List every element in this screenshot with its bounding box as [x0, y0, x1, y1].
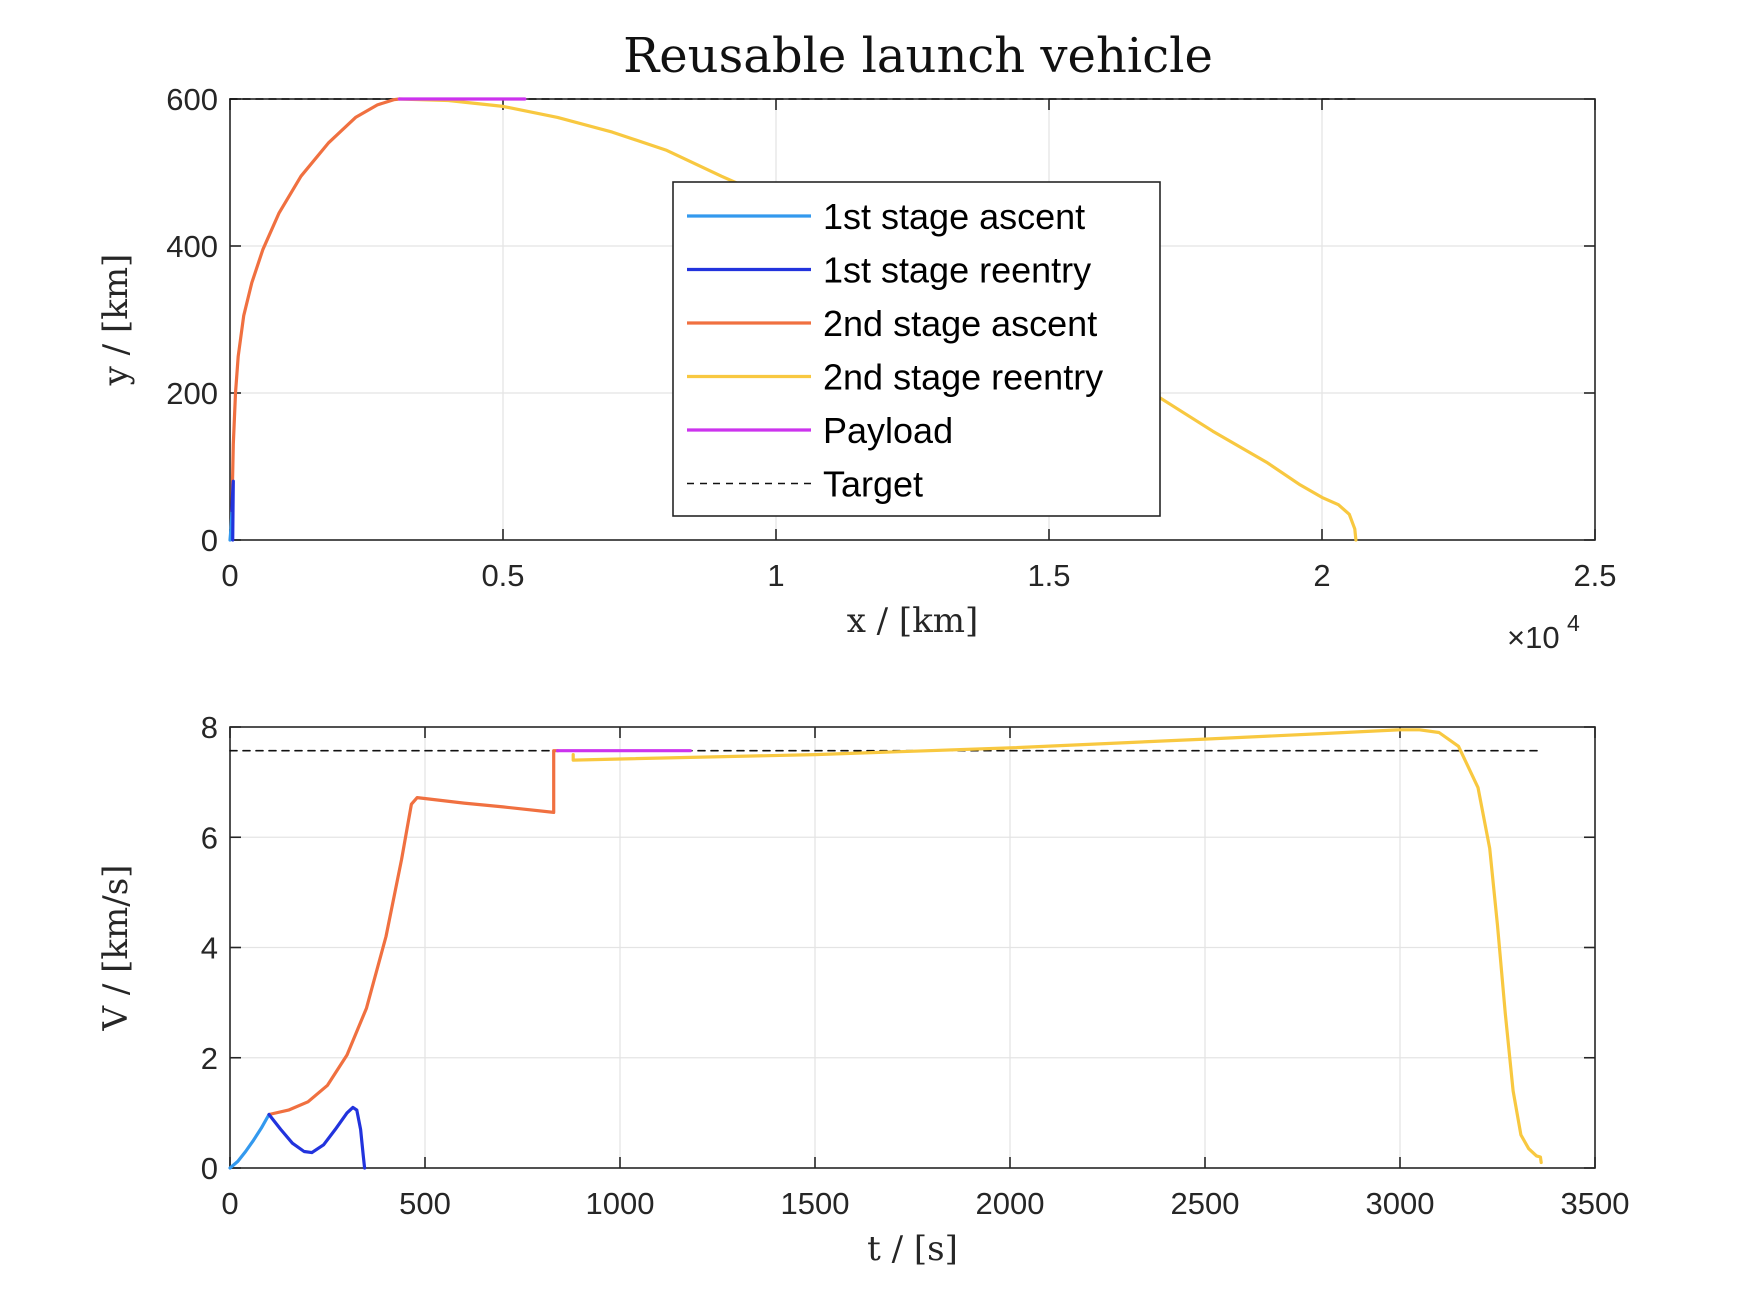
- x-tick-label: 2000: [976, 1186, 1045, 1221]
- chart-title: Reusable launch vehicle: [623, 28, 1213, 84]
- x-tick-label: 1.5: [1027, 558, 1070, 593]
- y-axis-label: V / [km/s]: [96, 865, 136, 1032]
- x-tick-label: 0: [221, 1186, 238, 1221]
- y-tick-label: 0: [201, 1151, 218, 1186]
- x-exponent: 4: [1567, 610, 1580, 636]
- x-tick-label: 3000: [1366, 1186, 1435, 1221]
- legend-box: [672, 181, 1161, 517]
- x-tick-label: 0: [221, 558, 238, 593]
- series-1st-stage-ascent-line: [228, 1112, 271, 1170]
- legend-label-target: Target: [823, 464, 923, 505]
- legend: 1st stage ascent 1st stage reentry 2nd sta…: [672, 181, 1161, 517]
- legend-label-2nd-stage-reentry: 2nd stage reentry: [823, 357, 1103, 398]
- y-tick-label: 0: [201, 523, 218, 558]
- x-tick-label: 3500: [1561, 1186, 1630, 1221]
- trajectory-plot: 0 0.5 1 1.5 2 2.5 0 200 400 600 ×10 4 x / [km] y / [k…: [96, 82, 1617, 655]
- x-tick-label: 1500: [781, 1186, 850, 1221]
- y-axis-label: y / [km]: [96, 254, 136, 387]
- legend-label-1st-stage-reentry: 1st stage reentry: [823, 250, 1091, 291]
- y-tick-label: 200: [166, 376, 218, 411]
- y-tick-label: 6: [201, 820, 218, 855]
- legend-label-payload: Payload: [823, 410, 953, 451]
- velocity-plot: 0 500 1000 1500 2000 2500 3000 3500 0 2 4 6 8 t / [s]…: [96, 710, 1629, 1269]
- y-tick-label: 8: [201, 710, 218, 745]
- x-tick-label: 1: [767, 558, 784, 593]
- x-exponent-label: ×10: [1507, 620, 1560, 655]
- x-tick-label: 1000: [586, 1186, 655, 1221]
- y-tick-label: 2: [201, 1041, 218, 1076]
- series-group: [228, 728, 1543, 1170]
- y-tick-label: 600: [166, 82, 218, 117]
- series-2nd-stage-reentry-line: [571, 728, 1543, 1165]
- x-axis-label: x / [km]: [847, 601, 979, 641]
- series-1st-stage-reentry-line: [230, 479, 235, 542]
- legend-label-1st-stage-ascent: 1st stage ascent: [823, 196, 1085, 237]
- y-tick-label: 4: [201, 931, 218, 966]
- y-tick-label: 400: [166, 229, 218, 264]
- x-axis-label: t / [s]: [867, 1229, 958, 1269]
- series-1st-stage-reentry-line: [267, 1105, 367, 1170]
- series-2nd-stage-ascent-line: [230, 97, 401, 513]
- x-tick-label: 2500: [1171, 1186, 1240, 1221]
- series-2nd-stage-ascent-line: [267, 749, 560, 1117]
- x-tick-label: 2.5: [1573, 558, 1616, 593]
- x-tick-label: 2: [1313, 558, 1330, 593]
- x-tick-label: 0.5: [481, 558, 524, 593]
- legend-label-2nd-stage-ascent: 2nd stage ascent: [823, 303, 1097, 344]
- x-tick-label: 500: [399, 1186, 451, 1221]
